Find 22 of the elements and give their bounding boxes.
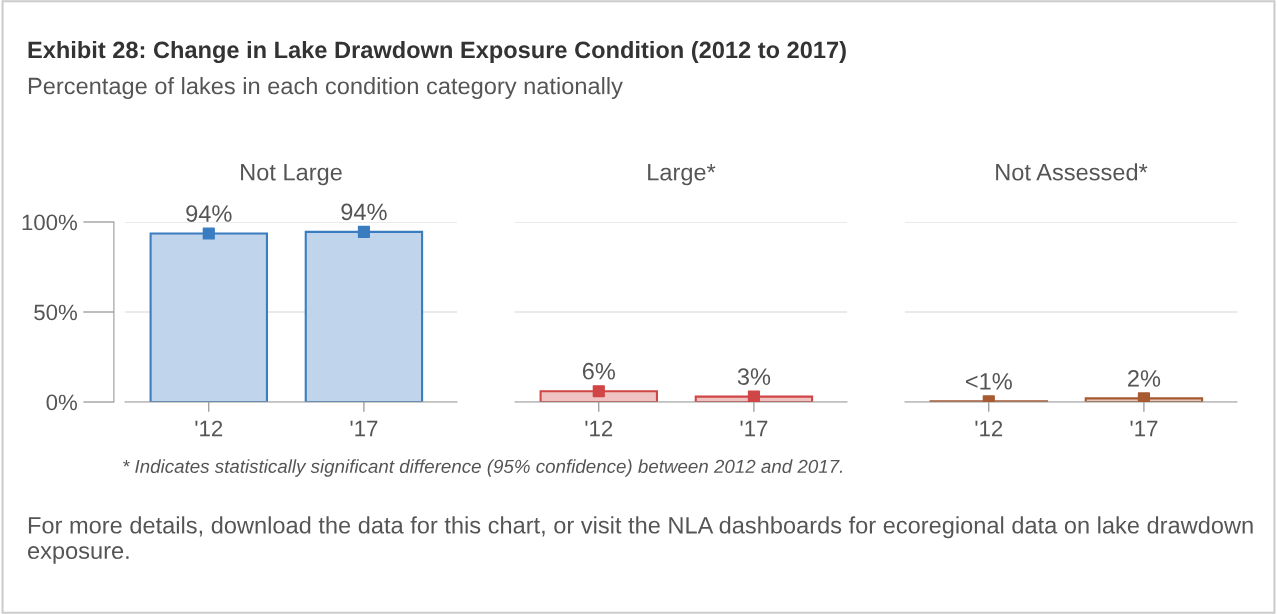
x-tick-label: '17 bbox=[1130, 420, 1158, 437]
chart-title: Not Assessed* bbox=[996, 163, 1148, 181]
x-tick-label: '17 bbox=[740, 420, 768, 437]
chart-title: Large* bbox=[648, 164, 716, 186]
data-label: <1% bbox=[965, 373, 1012, 390]
chart-title: Not Large bbox=[241, 164, 342, 186]
data-label: 3% bbox=[737, 368, 771, 385]
y-tick-label: 100% bbox=[22, 214, 77, 231]
x-tick-label: '12 bbox=[975, 420, 1003, 437]
data-label: 2% bbox=[1128, 370, 1161, 387]
y-tick-label: 0% bbox=[46, 394, 77, 411]
x-tick-label: '12 bbox=[585, 420, 613, 437]
text: For more details, download the data for this chart, or visit the NLA dashboards for ecoregional data on lake drawdown exposure. bbox=[28, 516, 1253, 564]
x-tick-label: '17 bbox=[350, 420, 378, 437]
x-tick-label: '12 bbox=[195, 420, 223, 437]
y-tick-label: 50% bbox=[34, 304, 77, 321]
data-label: 94% bbox=[186, 205, 232, 222]
data-label: 94% bbox=[341, 203, 387, 221]
data-label: 6% bbox=[582, 362, 615, 380]
text: * Indicates statistically significant difference (95% confidence) between 2012 and 2017. bbox=[123, 459, 843, 477]
text: Exhibit 28: Change in Lake Drawdown Exposure Condition (2012 to 2017) bbox=[28, 40, 846, 64]
text: Percentage of lakes in each condition category nationally bbox=[28, 77, 623, 100]
